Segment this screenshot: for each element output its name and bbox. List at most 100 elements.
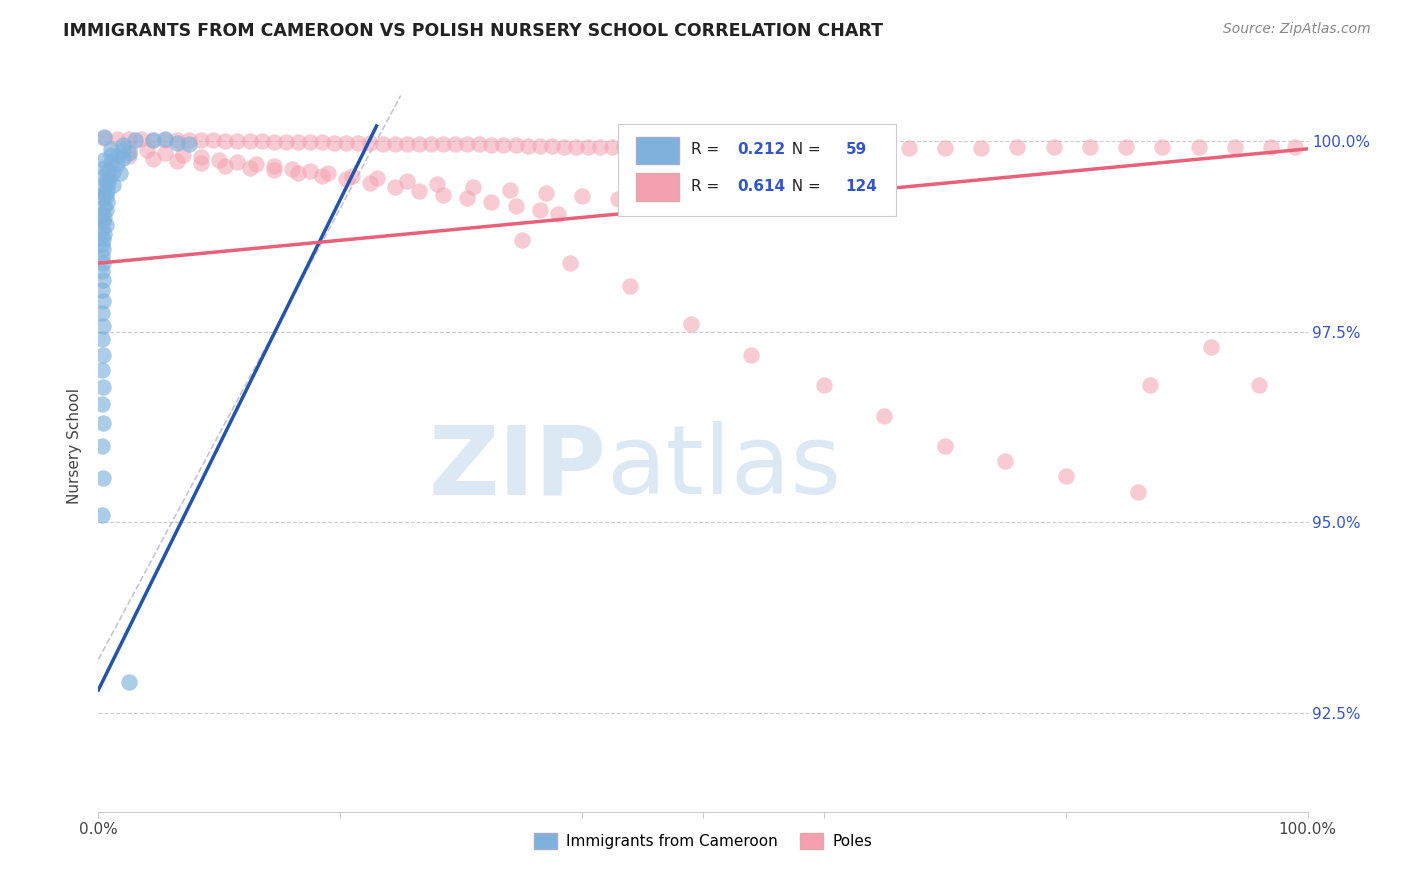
Point bbox=[626, 141, 648, 155]
Point bbox=[1115, 139, 1137, 153]
Point bbox=[93, 130, 115, 145]
Point bbox=[142, 133, 165, 147]
Point bbox=[619, 279, 641, 293]
Point bbox=[100, 142, 122, 156]
Point bbox=[463, 180, 485, 194]
Point bbox=[492, 138, 515, 153]
Point bbox=[93, 186, 115, 200]
Point bbox=[166, 133, 188, 147]
FancyBboxPatch shape bbox=[619, 124, 897, 216]
Point bbox=[93, 131, 115, 145]
Point bbox=[456, 191, 478, 205]
Point bbox=[679, 317, 702, 331]
Point bbox=[384, 180, 406, 194]
Point bbox=[118, 675, 141, 690]
Point bbox=[91, 508, 114, 522]
Point bbox=[553, 139, 575, 153]
Point bbox=[100, 155, 122, 169]
Point bbox=[571, 189, 593, 203]
Point bbox=[335, 172, 357, 186]
Point bbox=[673, 142, 696, 156]
Point bbox=[226, 154, 249, 169]
Point bbox=[179, 136, 201, 151]
Point bbox=[190, 133, 212, 147]
Text: 124: 124 bbox=[845, 178, 877, 194]
Point bbox=[91, 471, 114, 485]
Point bbox=[468, 137, 491, 152]
Point bbox=[529, 202, 551, 217]
Point bbox=[1223, 139, 1246, 153]
Point bbox=[637, 141, 659, 155]
Text: ZIP: ZIP bbox=[429, 421, 606, 515]
Point bbox=[873, 409, 896, 423]
Point bbox=[723, 143, 745, 157]
Point bbox=[311, 169, 333, 184]
Point bbox=[91, 273, 114, 287]
Point bbox=[135, 144, 157, 158]
Point bbox=[335, 136, 357, 150]
Point bbox=[91, 206, 114, 220]
Point bbox=[91, 237, 114, 252]
Point bbox=[1260, 139, 1282, 153]
Point bbox=[94, 218, 117, 232]
Point bbox=[281, 161, 304, 176]
Point bbox=[118, 149, 141, 163]
Point bbox=[91, 191, 114, 205]
Point bbox=[263, 135, 285, 149]
Point bbox=[166, 136, 188, 150]
Point bbox=[565, 139, 588, 153]
Point bbox=[91, 363, 114, 377]
Point bbox=[101, 164, 124, 178]
Point bbox=[142, 152, 165, 166]
Text: R =: R = bbox=[690, 178, 724, 194]
Point bbox=[91, 416, 114, 430]
Point bbox=[1007, 140, 1029, 154]
Point bbox=[589, 140, 612, 154]
Point bbox=[91, 397, 114, 411]
Point bbox=[613, 140, 636, 154]
Point bbox=[540, 138, 562, 153]
Point bbox=[124, 133, 146, 147]
Point bbox=[420, 136, 443, 151]
Point bbox=[994, 454, 1017, 468]
Point bbox=[91, 332, 114, 346]
Point bbox=[179, 133, 201, 147]
Point bbox=[91, 283, 114, 297]
Point bbox=[202, 133, 225, 147]
Point bbox=[481, 138, 503, 153]
Point bbox=[91, 294, 114, 309]
Point bbox=[91, 439, 114, 453]
Point bbox=[153, 145, 176, 160]
Text: 59: 59 bbox=[845, 142, 868, 157]
Point bbox=[366, 170, 388, 185]
Text: R =: R = bbox=[690, 142, 724, 157]
Point bbox=[111, 144, 134, 158]
Point bbox=[1152, 139, 1174, 153]
Point bbox=[607, 192, 630, 206]
Point bbox=[740, 142, 762, 156]
Point bbox=[408, 184, 430, 198]
Point bbox=[91, 214, 114, 228]
Text: IMMIGRANTS FROM CAMEROON VS POLISH NURSERY SCHOOL CORRELATION CHART: IMMIGRANTS FROM CAMEROON VS POLISH NURSE… bbox=[63, 22, 883, 40]
Point bbox=[498, 183, 520, 197]
Point bbox=[263, 163, 285, 178]
Point bbox=[226, 134, 249, 148]
Text: 0.614: 0.614 bbox=[737, 178, 785, 194]
Point bbox=[481, 195, 503, 210]
Point bbox=[97, 163, 120, 178]
Point bbox=[650, 142, 672, 156]
Point bbox=[96, 184, 118, 198]
Point bbox=[91, 318, 114, 333]
Point bbox=[172, 148, 194, 162]
Point bbox=[704, 143, 727, 157]
Point bbox=[686, 143, 709, 157]
Point bbox=[118, 142, 141, 156]
Point bbox=[299, 135, 322, 149]
Point bbox=[239, 161, 262, 175]
Point bbox=[274, 135, 297, 149]
Point bbox=[93, 211, 115, 225]
Point bbox=[239, 134, 262, 148]
Point bbox=[934, 439, 956, 453]
Point bbox=[432, 187, 454, 202]
Point bbox=[111, 151, 134, 165]
